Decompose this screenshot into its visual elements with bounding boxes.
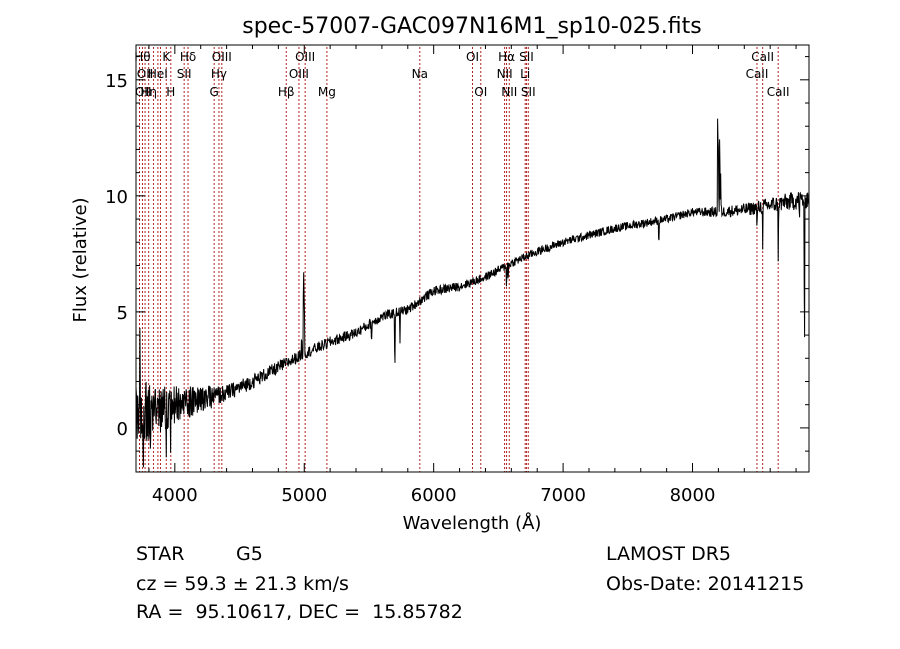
y-tick-label: 0 xyxy=(117,419,128,440)
marker-label: Hδ xyxy=(180,50,196,64)
spectral-line-markers xyxy=(138,47,779,472)
marker-label: SII xyxy=(177,67,192,81)
marker-label: K xyxy=(162,50,171,64)
x-tick-label: 6000 xyxy=(411,485,457,506)
object-class: STAR xyxy=(136,543,184,565)
marker-label: G xyxy=(210,85,219,99)
chart-title: spec-57007-GAC097N16M1_sp10-025.fits xyxy=(242,14,702,39)
axis-ticks: 4000 5000 6000 7000 8000 0 5 10 15 xyxy=(105,45,809,506)
marker-label: Hα xyxy=(498,50,515,64)
marker-label: CaII xyxy=(751,50,774,64)
marker-label: Hη xyxy=(140,85,157,99)
object-subclass: G5 xyxy=(236,543,263,565)
x-tick-label: 8000 xyxy=(670,485,716,506)
spectrum-series xyxy=(135,118,810,468)
marker-label: OI xyxy=(474,85,487,99)
marker-label: Li xyxy=(520,67,530,81)
spectrum-line xyxy=(135,118,810,468)
y-tick-label: 15 xyxy=(105,71,128,92)
x-tick-label: 5000 xyxy=(281,485,327,506)
marker-label: NII xyxy=(497,67,513,81)
marker-label: OIII xyxy=(289,67,309,81)
redshift-text: cz = 59.3 ± 21.3 km/s xyxy=(136,573,349,595)
marker-label: Hβ xyxy=(278,85,295,99)
x-tick-label: 7000 xyxy=(540,485,586,506)
marker-label: CaII xyxy=(767,85,790,99)
y-tick-label: 5 xyxy=(117,303,128,324)
y-tick-label: 10 xyxy=(105,187,128,208)
marker-label: OII xyxy=(135,85,152,99)
obs-date-text: Obs-Date: 20141215 xyxy=(606,573,804,595)
marker-label: SII xyxy=(519,50,534,64)
marker-label: NII xyxy=(501,85,517,99)
marker-label: CaII xyxy=(746,67,769,81)
coordinates-text: RA = 95.10617, DEC = 15.85782 xyxy=(136,601,463,623)
survey-name: LAMOST DR5 xyxy=(606,543,731,565)
marker-label: OII xyxy=(137,67,154,81)
marker-label: HeI xyxy=(148,67,168,81)
marker-label: Mg xyxy=(318,85,336,99)
marker-label: H xyxy=(166,85,175,99)
x-axis-label: Wavelength (Å) xyxy=(403,512,542,534)
marker-label: OIII xyxy=(295,50,315,64)
marker-label: Na xyxy=(412,67,428,81)
marker-label: SII xyxy=(521,85,536,99)
spectral-line-labels: OIIHθOIIHηHeIKHSIIHδGHγOIIIHβOIIIOIIIMgN… xyxy=(134,50,789,99)
plot-frame xyxy=(135,44,810,473)
marker-label: OI xyxy=(466,50,479,64)
x-tick-label: 4000 xyxy=(152,485,198,506)
marker-label: Hθ xyxy=(134,50,150,64)
marker-label: OIII xyxy=(212,50,232,64)
y-axis-label: Flux (relative) xyxy=(70,197,91,322)
marker-label: Hγ xyxy=(211,67,227,81)
